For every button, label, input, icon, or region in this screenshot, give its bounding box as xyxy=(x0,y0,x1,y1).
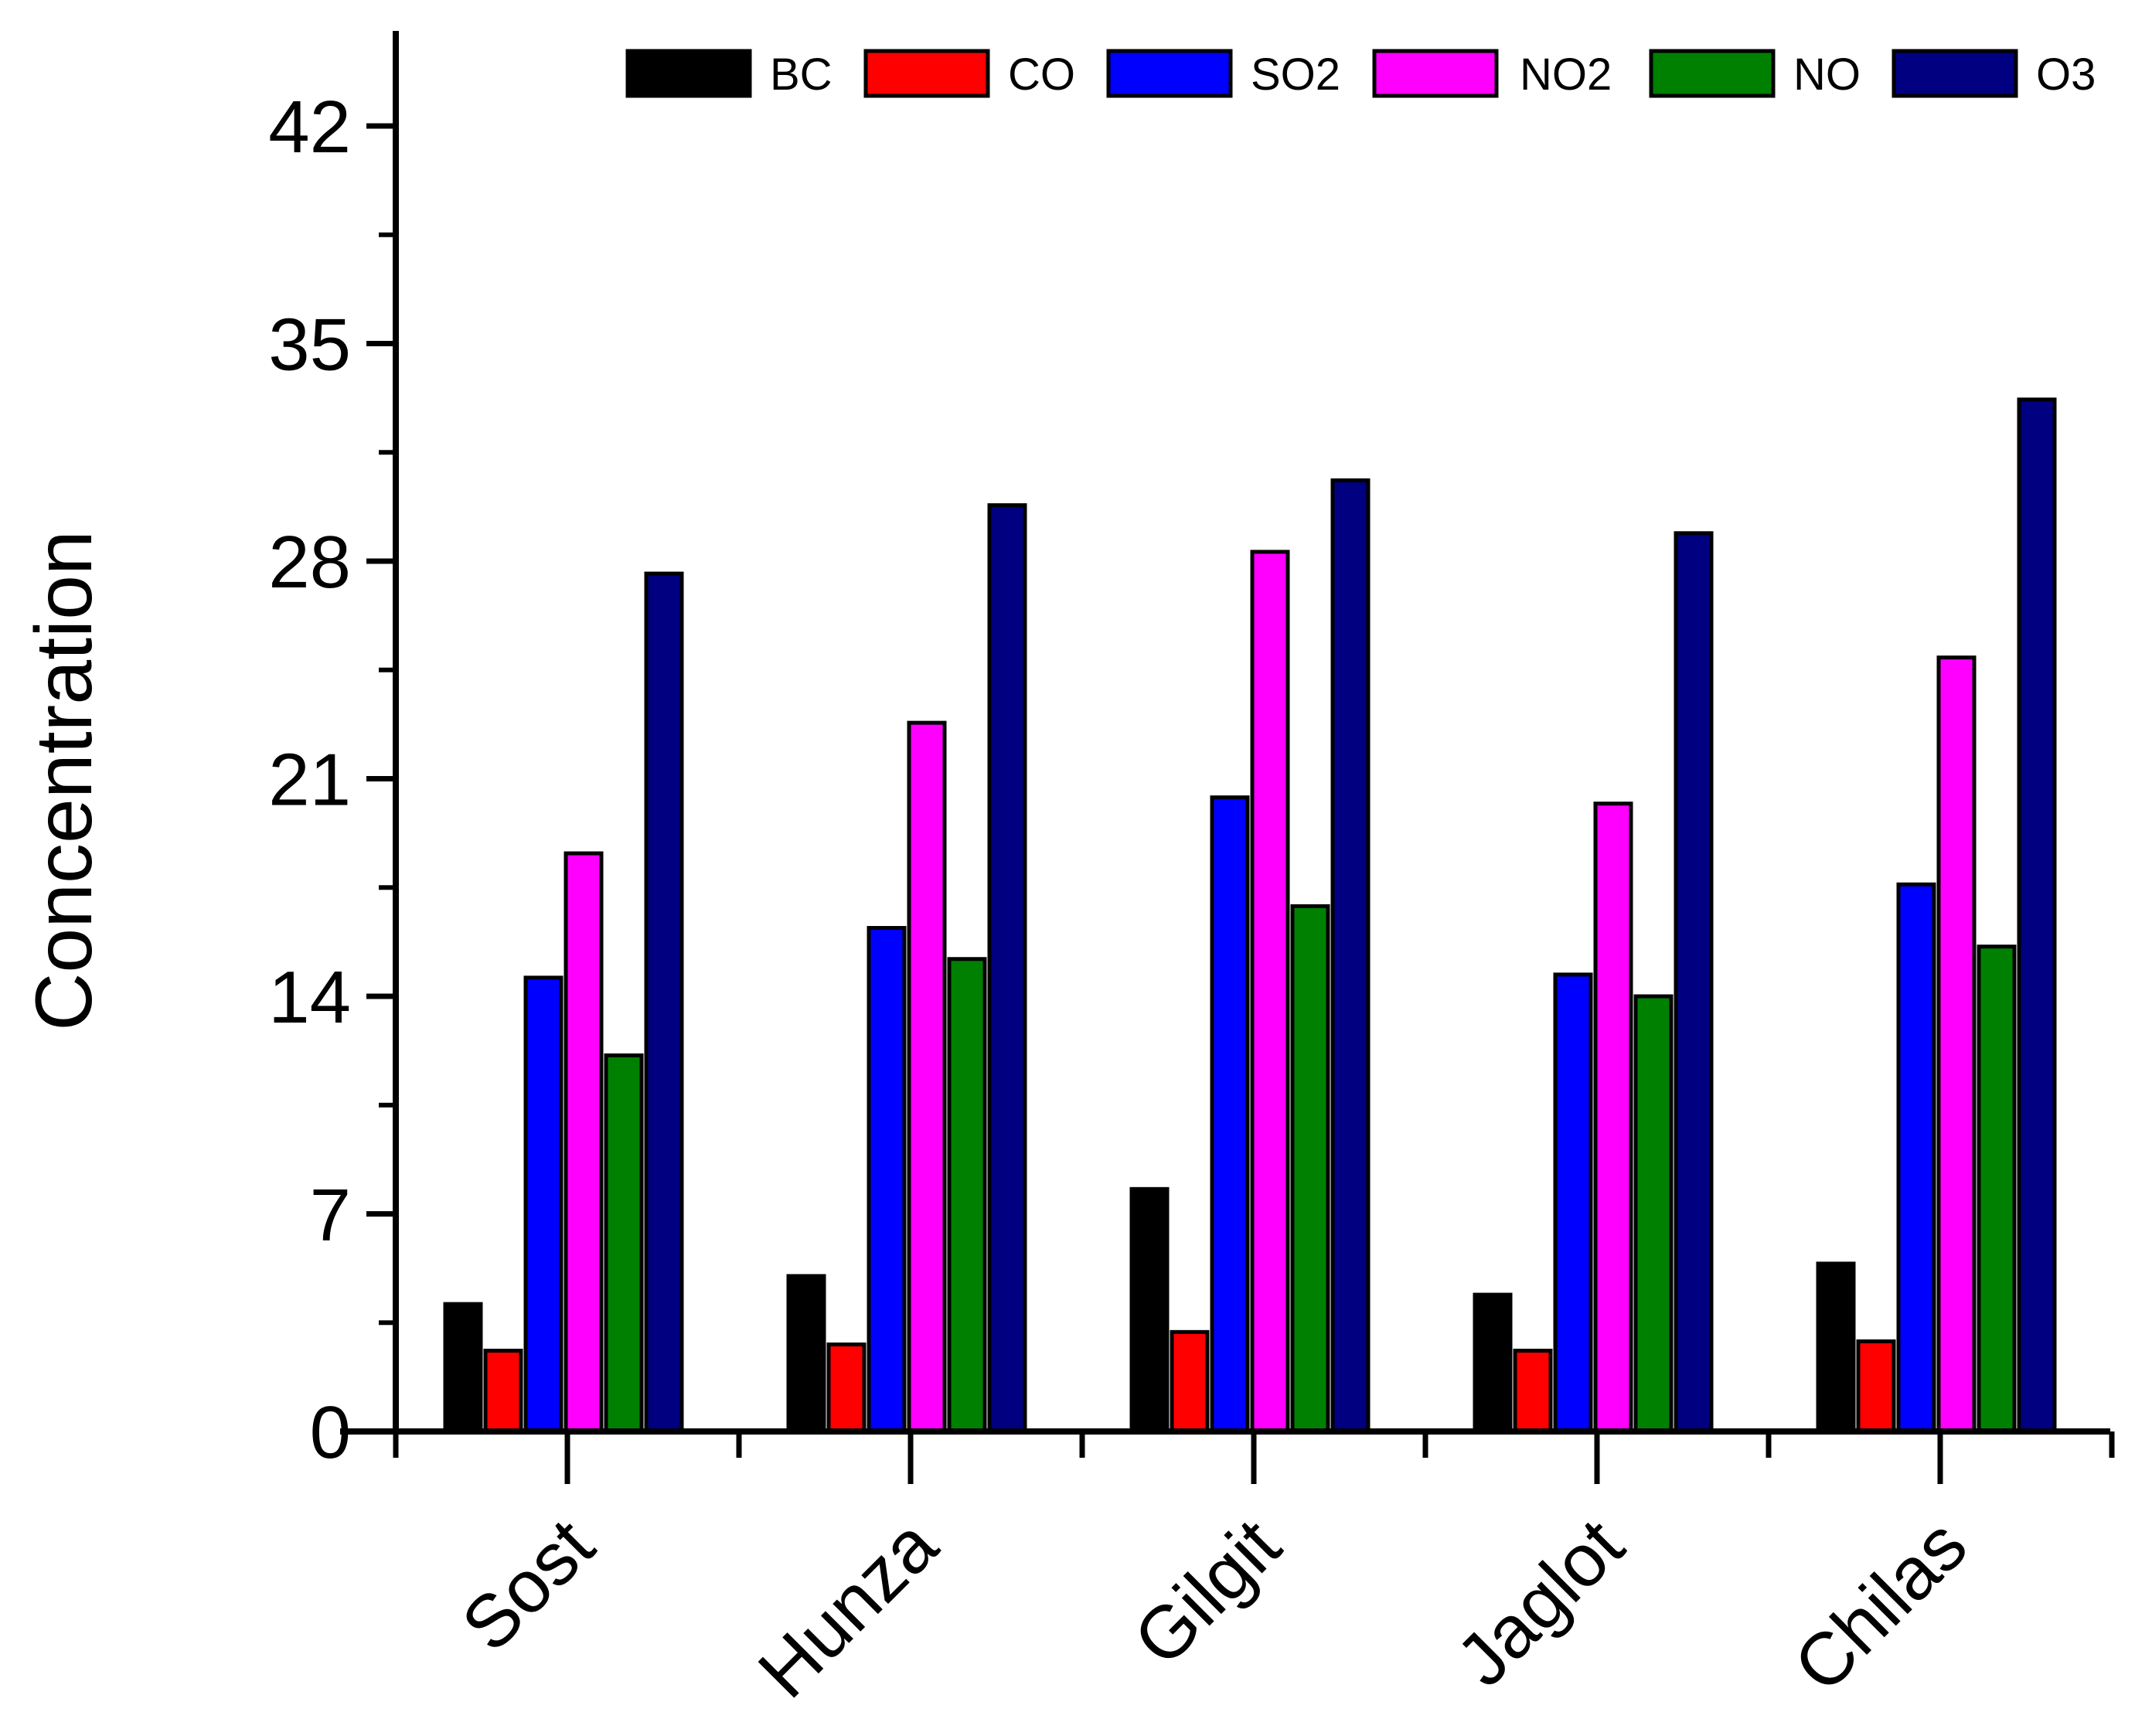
bar-no2-jaglot xyxy=(1593,802,1633,1434)
y-tick-label: 14 xyxy=(268,956,351,1039)
legend-label-bc: BC xyxy=(770,49,833,100)
y-tick-label: 21 xyxy=(268,739,351,822)
bar-co-sost xyxy=(483,1348,523,1434)
bar-no2-sost xyxy=(564,851,604,1434)
legend-swatch-no2 xyxy=(1372,49,1499,98)
legend-swatch-co xyxy=(863,49,990,98)
bar-co-chilas xyxy=(1856,1339,1896,1434)
x-category-label: Sost xyxy=(446,1503,609,1666)
legend-label-no: NO xyxy=(1793,49,1861,100)
bars-group xyxy=(443,397,2057,1434)
bar-so2-jaglot xyxy=(1553,972,1593,1434)
bar-bc-gilgit xyxy=(1129,1186,1170,1434)
x-category-label: Gilgit xyxy=(1119,1503,1296,1681)
x-category-label: Hunza xyxy=(743,1503,953,1714)
bar-o3-chilas xyxy=(2017,397,2057,1434)
bar-o3-jaglot xyxy=(1674,531,1714,1434)
y-tick-label: 0 xyxy=(310,1391,351,1474)
bar-co-jaglot xyxy=(1513,1348,1553,1434)
bar-no-hunza xyxy=(947,957,987,1434)
legend-swatch-so2 xyxy=(1106,49,1233,98)
y-axis-title: Concentration xyxy=(19,530,109,1031)
bar-so2-gilgit xyxy=(1210,795,1250,1434)
legend-label-so2: SO2 xyxy=(1251,49,1340,100)
bar-bc-hunza xyxy=(786,1274,826,1434)
bar-bc-chilas xyxy=(1816,1261,1856,1434)
bar-co-gilgit xyxy=(1170,1329,1210,1434)
axes-group xyxy=(340,31,2110,1435)
bar-o3-gilgit xyxy=(1330,478,1371,1434)
legend-label-co: CO xyxy=(1008,49,1075,100)
bar-co-hunza xyxy=(826,1342,867,1434)
legend-label-o3: O3 xyxy=(2036,49,2096,100)
bar-so2-sost xyxy=(523,975,564,1434)
legend-label-no2: NO2 xyxy=(1520,49,1612,100)
bar-bc-sost xyxy=(443,1302,483,1434)
bar-no2-hunza xyxy=(907,720,947,1434)
bar-no2-gilgit xyxy=(1250,550,1290,1434)
bar-so2-hunza xyxy=(867,926,907,1434)
x-ticks-group: Sost Hunza Gilgit Jaglot Chilas xyxy=(393,1431,2115,1714)
bar-o3-hunza xyxy=(987,503,1027,1434)
bar-bc-jaglot xyxy=(1473,1292,1513,1434)
bar-no-sost xyxy=(604,1053,644,1434)
legend: BC CO SO2 NO2 NO O3 xyxy=(625,49,2096,100)
x-category-label: Chilas xyxy=(1779,1503,1983,1707)
y-tick-label: 35 xyxy=(268,304,351,386)
bar-no-chilas xyxy=(1977,945,2017,1434)
y-tick-label: 7 xyxy=(310,1174,351,1257)
bar-o3-sost xyxy=(644,571,684,1434)
legend-swatch-bc xyxy=(625,49,752,98)
bar-no2-chilas xyxy=(1936,655,1977,1434)
y-tick-label: 28 xyxy=(268,521,351,604)
bar-no-jaglot xyxy=(1633,994,1674,1434)
bar-so2-chilas xyxy=(1896,882,1936,1434)
legend-swatch-o3 xyxy=(1892,49,2018,98)
y-tick-label: 42 xyxy=(268,86,351,168)
x-category-label: Jaglot xyxy=(1441,1503,1640,1702)
legend-swatch-no xyxy=(1649,49,1776,98)
bar-no-gilgit xyxy=(1290,904,1330,1434)
y-ticks-group: 0 7 14 21 28 35 42 xyxy=(268,86,396,1474)
